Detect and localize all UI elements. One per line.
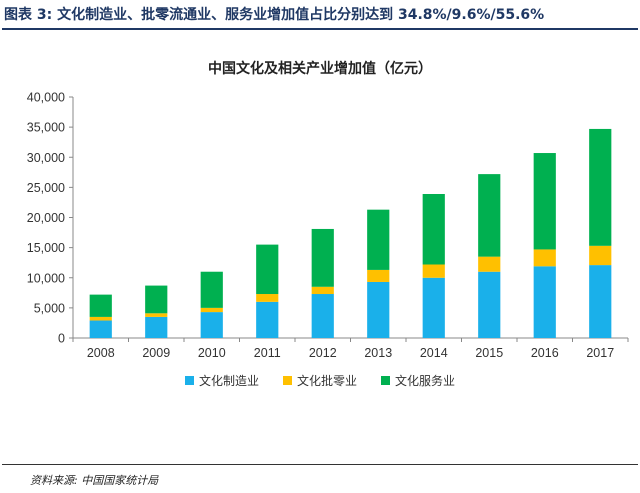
bar-segment-manufacturing [256,301,279,338]
legend-item-services: 文化服务业 [381,372,455,389]
bar-segment-wholesale-retail [145,313,168,317]
legend-item-manufacturing: 文化制造业 [184,372,259,389]
y-tick-label: 10,000 [27,271,65,285]
x-tick-label: 2016 [531,346,559,360]
legend-swatch-manufacturing [184,376,194,385]
bar-segment-wholesale-retail [367,269,390,282]
y-tick-label: 30,000 [27,151,65,165]
y-tick-label: 20,000 [27,211,65,225]
legend-swatch-wholesale-retail [282,376,292,385]
bar-segment-wholesale-retail [200,307,223,313]
bar-segment-wholesale-retail [589,245,612,266]
y-tick-label: 0 [58,332,65,346]
footer-rule [2,464,638,465]
chart-legend: 文化制造业 文化批零业 文化服务业 [0,372,640,389]
bar-segment-services [589,128,612,246]
legend-label-manufacturing: 文化制造业 [198,374,259,388]
bar-segment-services [367,209,390,270]
bar-segment-manufacturing [89,320,112,338]
x-tick-label: 2009 [142,346,170,360]
y-tick-label: 35,000 [27,121,65,135]
bar-segment-manufacturing [589,265,612,338]
legend-item-wholesale-retail: 文化批零业 [282,372,357,389]
bar-segment-manufacturing [422,277,445,338]
x-tick-label: 2013 [364,346,392,360]
x-tick-label: 2012 [309,346,337,360]
bar-segment-manufacturing [311,294,334,338]
bar-segment-services [533,153,556,250]
bar-segment-services [422,194,445,265]
bar-segment-services [145,285,168,314]
bar-segment-wholesale-retail [478,256,501,272]
bar-segment-manufacturing [478,271,501,338]
x-tick-label: 2008 [87,346,115,360]
source-note: 资料来源: 中国国家统计局 [30,474,159,487]
legend-label-wholesale-retail: 文化批零业 [296,374,357,388]
x-tick-label: 2014 [420,346,448,360]
bar-segment-manufacturing [145,316,168,338]
legend-label-services: 文化服务业 [395,374,456,388]
bar-segment-services [256,244,279,295]
chart-title: 中国文化及相关产业增加值（亿元） [208,61,432,77]
bar-segment-services [478,174,501,257]
bar-segment-wholesale-retail [533,249,556,267]
bar-segment-services [89,294,112,317]
bar-segment-services [311,228,334,287]
bar-segment-manufacturing [200,312,223,338]
bar-segment-wholesale-retail [89,316,112,321]
y-tick-label: 5,000 [34,301,65,315]
legend-swatch-services [381,376,390,385]
x-tick-label: 2010 [198,346,226,360]
bar-segment-manufacturing [533,266,556,338]
y-tick-label: 15,000 [27,241,65,255]
figure-title: 图表 3: 文化制造业、批零流通业、服务业增加值占比分别达到 34.8%/9.6… [4,7,545,23]
title-rule [2,28,638,30]
bar-segment-wholesale-retail [311,286,334,295]
bar-segment-manufacturing [367,281,390,338]
bar-segment-services [200,271,223,308]
y-tick-label: 40,000 [27,91,65,105]
bar-segment-wholesale-retail [422,264,445,278]
y-tick-label: 25,000 [27,181,65,195]
bar-segment-wholesale-retail [256,294,279,302]
x-tick-label: 2015 [475,346,503,360]
x-tick-label: 2017 [586,346,614,360]
x-tick-label: 2011 [254,346,281,360]
